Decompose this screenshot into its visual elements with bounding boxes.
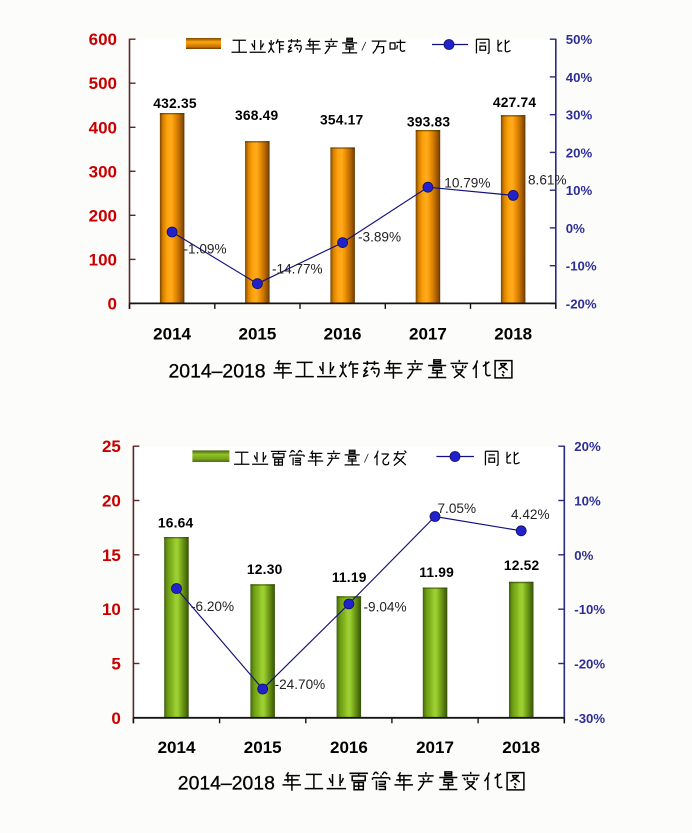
svg-text:5: 5	[111, 655, 120, 674]
svg-text:2015: 2015	[238, 325, 276, 344]
svg-text:-6.20%: -6.20%	[191, 599, 234, 614]
svg-text:40%: 40%	[566, 70, 593, 85]
svg-text:-10%: -10%	[566, 259, 597, 274]
svg-text:393.83: 393.83	[407, 115, 451, 130]
svg-text:100: 100	[89, 250, 117, 269]
svg-text:20%: 20%	[566, 145, 593, 160]
svg-text:300: 300	[89, 162, 117, 181]
svg-text:354.17: 354.17	[320, 113, 364, 128]
svg-text:2014: 2014	[158, 738, 196, 757]
svg-text:2014: 2014	[153, 325, 191, 344]
svg-text:0: 0	[108, 294, 117, 313]
svg-text:8.61%: 8.61%	[528, 173, 567, 188]
svg-text:368.49: 368.49	[235, 108, 279, 123]
svg-text:0%: 0%	[566, 221, 585, 236]
svg-text:50%: 50%	[566, 32, 593, 47]
svg-text:0: 0	[111, 709, 120, 728]
svg-text:-20%: -20%	[574, 657, 605, 672]
svg-text:16.64: 16.64	[158, 516, 194, 531]
svg-text:-9.04%: -9.04%	[364, 600, 407, 615]
svg-text:10.79%: 10.79%	[444, 176, 490, 191]
svg-text:-10%: -10%	[574, 602, 605, 617]
svg-text:20: 20	[102, 492, 121, 511]
svg-text:11.99: 11.99	[419, 565, 454, 580]
svg-text:2017: 2017	[416, 738, 454, 757]
svg-text:15: 15	[102, 546, 121, 565]
svg-text:2017: 2017	[409, 325, 447, 344]
svg-text:427.74: 427.74	[493, 95, 537, 110]
svg-text:0%: 0%	[574, 548, 593, 563]
svg-text:-14.77%: -14.77%	[272, 262, 323, 277]
svg-text:7.05%: 7.05%	[438, 501, 477, 516]
svg-text:-1.09%: -1.09%	[184, 242, 227, 257]
svg-text:-3.89%: -3.89%	[358, 230, 401, 245]
svg-text:12.52: 12.52	[504, 558, 540, 573]
svg-text:500: 500	[89, 74, 117, 93]
svg-text:2018: 2018	[494, 325, 532, 344]
svg-text:2018: 2018	[502, 738, 540, 757]
svg-text:10%: 10%	[574, 494, 601, 509]
svg-text:2014–2018: 2014–2018	[178, 773, 275, 795]
svg-text:200: 200	[89, 206, 117, 225]
svg-text:2015: 2015	[244, 738, 282, 757]
svg-text:-30%: -30%	[574, 711, 605, 726]
svg-text:-20%: -20%	[566, 296, 597, 311]
svg-text:30%: 30%	[566, 108, 593, 123]
svg-text:400: 400	[89, 118, 117, 137]
svg-text:11.19: 11.19	[332, 570, 367, 585]
svg-text:432.35: 432.35	[153, 96, 197, 111]
svg-text:12.30: 12.30	[247, 562, 283, 577]
svg-text:2014–2018: 2014–2018	[169, 361, 266, 383]
svg-text:20%: 20%	[574, 439, 601, 454]
svg-text:600: 600	[89, 30, 117, 49]
svg-text:2016: 2016	[330, 738, 368, 757]
svg-text:4.42%: 4.42%	[511, 507, 550, 522]
svg-text:10%: 10%	[566, 183, 593, 198]
svg-text:-24.70%: -24.70%	[275, 677, 326, 692]
svg-text:2016: 2016	[324, 325, 362, 344]
svg-text:10: 10	[102, 600, 121, 619]
svg-text:25: 25	[102, 437, 121, 456]
